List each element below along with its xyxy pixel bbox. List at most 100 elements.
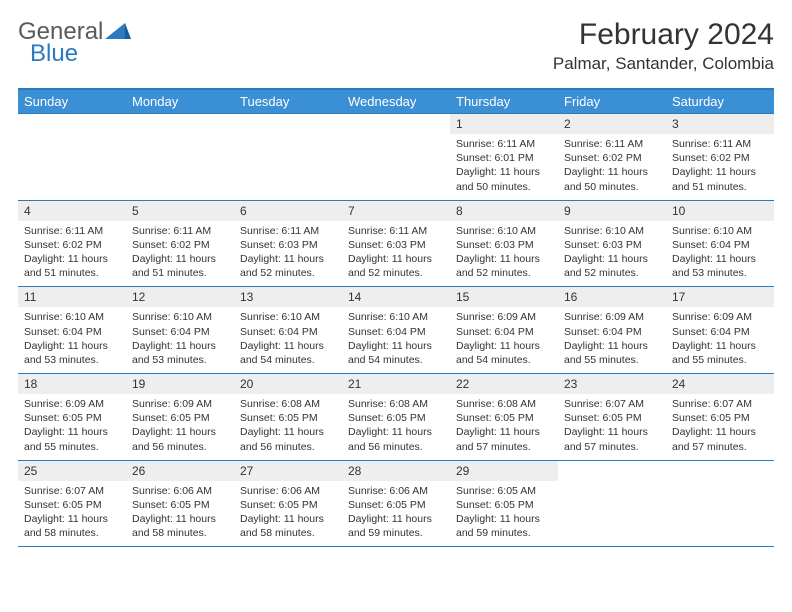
calendar-day-cell: 23Sunrise: 6:07 AMSunset: 6:05 PMDayligh… bbox=[558, 374, 666, 461]
day-content: Sunrise: 6:09 AMSunset: 6:04 PMDaylight:… bbox=[558, 307, 666, 373]
day-number: 21 bbox=[342, 374, 450, 394]
calendar-day-cell: 12Sunrise: 6:10 AMSunset: 6:04 PMDayligh… bbox=[126, 287, 234, 374]
calendar-day-cell bbox=[126, 114, 234, 201]
day-number: 11 bbox=[18, 287, 126, 307]
day-number: 25 bbox=[18, 461, 126, 481]
day-content: Sunrise: 6:09 AMSunset: 6:04 PMDaylight:… bbox=[666, 307, 774, 373]
title-block: February 2024 Palmar, Santander, Colombi… bbox=[553, 18, 774, 74]
calendar-day-cell: 8Sunrise: 6:10 AMSunset: 6:03 PMDaylight… bbox=[450, 200, 558, 287]
day-content: Sunrise: 6:10 AMSunset: 6:03 PMDaylight:… bbox=[558, 221, 666, 287]
calendar-day-cell: 14Sunrise: 6:10 AMSunset: 6:04 PMDayligh… bbox=[342, 287, 450, 374]
calendar-day-cell: 3Sunrise: 6:11 AMSunset: 6:02 PMDaylight… bbox=[666, 114, 774, 201]
calendar-day-cell: 9Sunrise: 6:10 AMSunset: 6:03 PMDaylight… bbox=[558, 200, 666, 287]
day-content: Sunrise: 6:10 AMSunset: 6:04 PMDaylight:… bbox=[342, 307, 450, 373]
day-number: 29 bbox=[450, 461, 558, 481]
day-number: 22 bbox=[450, 374, 558, 394]
calendar-week-row: 4Sunrise: 6:11 AMSunset: 6:02 PMDaylight… bbox=[18, 200, 774, 287]
calendar-day-cell: 21Sunrise: 6:08 AMSunset: 6:05 PMDayligh… bbox=[342, 374, 450, 461]
calendar-day-cell: 6Sunrise: 6:11 AMSunset: 6:03 PMDaylight… bbox=[234, 200, 342, 287]
day-number: 13 bbox=[234, 287, 342, 307]
weekday-header: Friday bbox=[558, 89, 666, 114]
day-number: 7 bbox=[342, 201, 450, 221]
day-content: Sunrise: 6:07 AMSunset: 6:05 PMDaylight:… bbox=[18, 481, 126, 547]
calendar-day-cell bbox=[342, 114, 450, 201]
day-number: 28 bbox=[342, 461, 450, 481]
day-content: Sunrise: 6:09 AMSunset: 6:04 PMDaylight:… bbox=[450, 307, 558, 373]
calendar-day-cell: 2Sunrise: 6:11 AMSunset: 6:02 PMDaylight… bbox=[558, 114, 666, 201]
logo-text-blue: Blue bbox=[30, 40, 78, 68]
day-number: 6 bbox=[234, 201, 342, 221]
day-number: 15 bbox=[450, 287, 558, 307]
day-content: Sunrise: 6:08 AMSunset: 6:05 PMDaylight:… bbox=[342, 394, 450, 460]
calendar-day-cell: 17Sunrise: 6:09 AMSunset: 6:04 PMDayligh… bbox=[666, 287, 774, 374]
calendar-day-cell: 16Sunrise: 6:09 AMSunset: 6:04 PMDayligh… bbox=[558, 287, 666, 374]
day-content: Sunrise: 6:06 AMSunset: 6:05 PMDaylight:… bbox=[234, 481, 342, 547]
day-number: 4 bbox=[18, 201, 126, 221]
calendar-day-cell: 15Sunrise: 6:09 AMSunset: 6:04 PMDayligh… bbox=[450, 287, 558, 374]
day-number: 12 bbox=[126, 287, 234, 307]
triangle-icon bbox=[105, 19, 131, 46]
calendar-day-cell bbox=[666, 460, 774, 547]
day-content: Sunrise: 6:07 AMSunset: 6:05 PMDaylight:… bbox=[666, 394, 774, 460]
weekday-header: Sunday bbox=[18, 89, 126, 114]
day-number: 17 bbox=[666, 287, 774, 307]
calendar-table: Sunday Monday Tuesday Wednesday Thursday… bbox=[18, 88, 774, 547]
day-content: Sunrise: 6:10 AMSunset: 6:04 PMDaylight:… bbox=[126, 307, 234, 373]
weekday-header-row: Sunday Monday Tuesday Wednesday Thursday… bbox=[18, 89, 774, 114]
calendar-day-cell: 25Sunrise: 6:07 AMSunset: 6:05 PMDayligh… bbox=[18, 460, 126, 547]
day-content: Sunrise: 6:06 AMSunset: 6:05 PMDaylight:… bbox=[342, 481, 450, 547]
calendar-day-cell: 18Sunrise: 6:09 AMSunset: 6:05 PMDayligh… bbox=[18, 374, 126, 461]
day-number: 8 bbox=[450, 201, 558, 221]
day-number: 26 bbox=[126, 461, 234, 481]
calendar-day-cell: 13Sunrise: 6:10 AMSunset: 6:04 PMDayligh… bbox=[234, 287, 342, 374]
day-content: Sunrise: 6:05 AMSunset: 6:05 PMDaylight:… bbox=[450, 481, 558, 547]
day-number: 1 bbox=[450, 114, 558, 134]
day-content: Sunrise: 6:10 AMSunset: 6:04 PMDaylight:… bbox=[666, 221, 774, 287]
day-content: Sunrise: 6:10 AMSunset: 6:04 PMDaylight:… bbox=[18, 307, 126, 373]
calendar-day-cell: 27Sunrise: 6:06 AMSunset: 6:05 PMDayligh… bbox=[234, 460, 342, 547]
day-number: 20 bbox=[234, 374, 342, 394]
calendar-day-cell: 1Sunrise: 6:11 AMSunset: 6:01 PMDaylight… bbox=[450, 114, 558, 201]
page-title: February 2024 bbox=[553, 18, 774, 52]
weekday-header: Wednesday bbox=[342, 89, 450, 114]
calendar-week-row: 1Sunrise: 6:11 AMSunset: 6:01 PMDaylight… bbox=[18, 114, 774, 201]
day-content: Sunrise: 6:11 AMSunset: 6:02 PMDaylight:… bbox=[126, 221, 234, 287]
weekday-header: Monday bbox=[126, 89, 234, 114]
weekday-header: Tuesday bbox=[234, 89, 342, 114]
calendar-day-cell: 29Sunrise: 6:05 AMSunset: 6:05 PMDayligh… bbox=[450, 460, 558, 547]
day-content: Sunrise: 6:10 AMSunset: 6:03 PMDaylight:… bbox=[450, 221, 558, 287]
day-content: Sunrise: 6:11 AMSunset: 6:01 PMDaylight:… bbox=[450, 134, 558, 200]
day-content: Sunrise: 6:09 AMSunset: 6:05 PMDaylight:… bbox=[126, 394, 234, 460]
calendar-day-cell: 11Sunrise: 6:10 AMSunset: 6:04 PMDayligh… bbox=[18, 287, 126, 374]
calendar-day-cell: 20Sunrise: 6:08 AMSunset: 6:05 PMDayligh… bbox=[234, 374, 342, 461]
day-number: 9 bbox=[558, 201, 666, 221]
day-content: Sunrise: 6:08 AMSunset: 6:05 PMDaylight:… bbox=[234, 394, 342, 460]
calendar-week-row: 18Sunrise: 6:09 AMSunset: 6:05 PMDayligh… bbox=[18, 374, 774, 461]
day-number: 27 bbox=[234, 461, 342, 481]
location-subtitle: Palmar, Santander, Colombia bbox=[553, 54, 774, 74]
day-number: 5 bbox=[126, 201, 234, 221]
calendar-day-cell: 28Sunrise: 6:06 AMSunset: 6:05 PMDayligh… bbox=[342, 460, 450, 547]
header: General February 2024 Palmar, Santander,… bbox=[18, 18, 774, 74]
calendar-day-cell: 19Sunrise: 6:09 AMSunset: 6:05 PMDayligh… bbox=[126, 374, 234, 461]
day-content: Sunrise: 6:06 AMSunset: 6:05 PMDaylight:… bbox=[126, 481, 234, 547]
calendar-day-cell bbox=[558, 460, 666, 547]
calendar-day-cell: 10Sunrise: 6:10 AMSunset: 6:04 PMDayligh… bbox=[666, 200, 774, 287]
day-content: Sunrise: 6:11 AMSunset: 6:02 PMDaylight:… bbox=[666, 134, 774, 200]
calendar-week-row: 11Sunrise: 6:10 AMSunset: 6:04 PMDayligh… bbox=[18, 287, 774, 374]
day-number: 24 bbox=[666, 374, 774, 394]
calendar-day-cell: 7Sunrise: 6:11 AMSunset: 6:03 PMDaylight… bbox=[342, 200, 450, 287]
day-content: Sunrise: 6:09 AMSunset: 6:05 PMDaylight:… bbox=[18, 394, 126, 460]
day-content: Sunrise: 6:11 AMSunset: 6:02 PMDaylight:… bbox=[18, 221, 126, 287]
day-content: Sunrise: 6:11 AMSunset: 6:02 PMDaylight:… bbox=[558, 134, 666, 200]
calendar-day-cell: 22Sunrise: 6:08 AMSunset: 6:05 PMDayligh… bbox=[450, 374, 558, 461]
calendar-day-cell bbox=[18, 114, 126, 201]
calendar-day-cell: 4Sunrise: 6:11 AMSunset: 6:02 PMDaylight… bbox=[18, 200, 126, 287]
day-number: 10 bbox=[666, 201, 774, 221]
day-number: 18 bbox=[18, 374, 126, 394]
day-number: 23 bbox=[558, 374, 666, 394]
calendar-day-cell bbox=[234, 114, 342, 201]
logo-blue-line: Blue bbox=[30, 40, 78, 68]
day-content: Sunrise: 6:07 AMSunset: 6:05 PMDaylight:… bbox=[558, 394, 666, 460]
day-content: Sunrise: 6:11 AMSunset: 6:03 PMDaylight:… bbox=[234, 221, 342, 287]
